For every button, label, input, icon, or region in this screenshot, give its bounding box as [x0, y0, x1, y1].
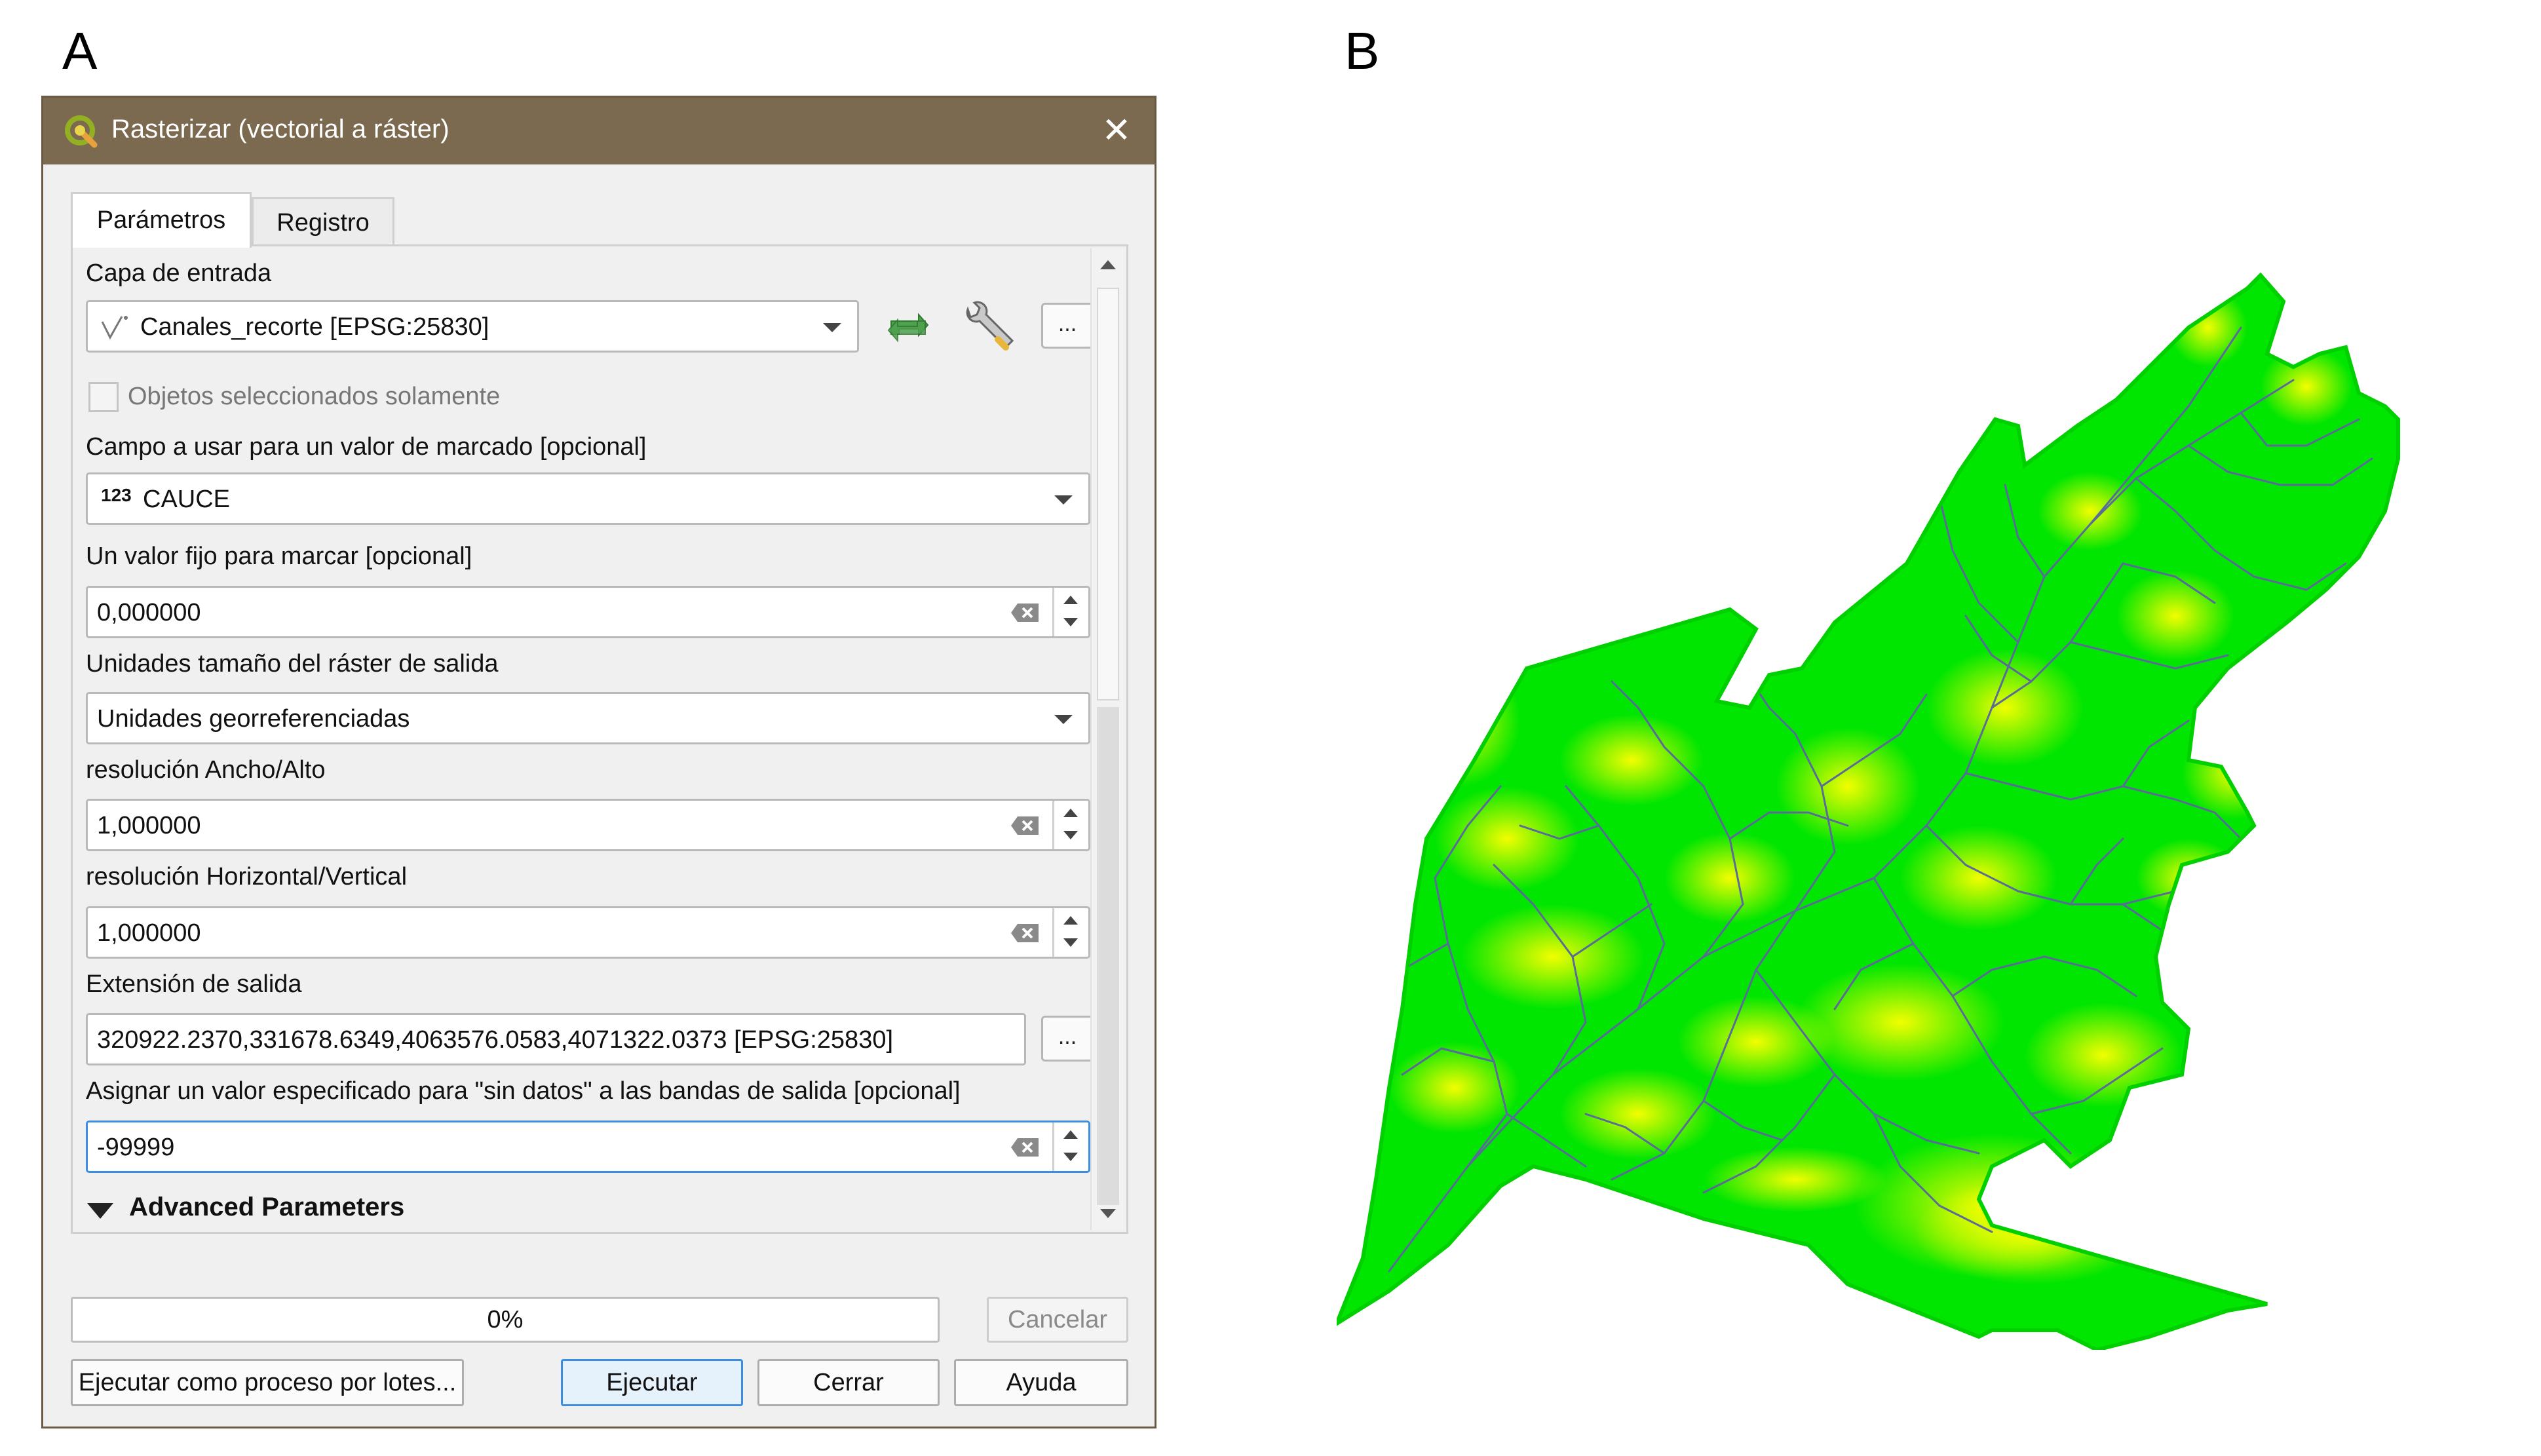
res-hv-stepper[interactable] [1052, 908, 1088, 957]
nodata-label: Asignar un valor especificado para "sin … [86, 1077, 961, 1105]
fixed-value: 0,000000 [97, 599, 201, 626]
res-hv-spinbox[interactable]: 1,000000 [86, 906, 1090, 959]
iterate-icon[interactable] [882, 307, 934, 349]
units-value: Unidades georreferenciadas [97, 705, 410, 733]
rasterize-dialog: Rasterizar (vectorial a ráster) ✕ Paráme… [41, 96, 1156, 1428]
raster-fill [1337, 275, 2398, 1350]
res-wh-spinbox[interactable]: 1,000000 [86, 799, 1090, 851]
input-layer-options-button[interactable]: ... [1041, 303, 1094, 349]
vertical-scrollbar[interactable] [1090, 248, 1124, 1230]
parameters-panel: Capa de entrada Canales_recorte [EPSG:25… [71, 244, 1128, 1234]
scrollbar-track[interactable] [1097, 707, 1119, 1205]
batch-process-button[interactable]: Ejecutar como proceso por lotes... [71, 1359, 464, 1406]
scroll-up-icon[interactable] [1100, 260, 1116, 269]
nodata-stepper[interactable] [1052, 1122, 1088, 1171]
close-button[interactable]: Cerrar [757, 1359, 940, 1406]
distance-raster-map [1337, 249, 2483, 1350]
fixed-value-spinbox[interactable]: 0,000000 [86, 586, 1090, 638]
line-layer-icon [101, 316, 128, 340]
chevron-down-icon [1054, 495, 1073, 505]
res-wh-stepper[interactable] [1052, 801, 1088, 849]
fixed-value-label: Un valor fijo para marcar [opcional] [86, 543, 472, 570]
input-layer-label: Capa de entrada [86, 259, 272, 287]
clear-icon[interactable] [1010, 923, 1041, 944]
input-layer-combo[interactable]: Canales_recorte [EPSG:25830] [86, 300, 859, 353]
field-combo[interactable]: 123 CAUCE [86, 472, 1090, 525]
dialog-titlebar[interactable]: Rasterizar (vectorial a ráster) ✕ [43, 98, 1155, 164]
qgis-icon [65, 115, 98, 148]
res-wh-value: 1,000000 [97, 812, 201, 839]
field-label: Campo a usar para un valor de marcado [o… [86, 433, 647, 461]
clear-icon[interactable] [1010, 1137, 1041, 1158]
extent-input[interactable]: 320922.2370,331678.6349,4063576.0583,407… [86, 1013, 1026, 1065]
panel-label-a: A [62, 22, 98, 80]
selected-only-label: Objetos seleccionados solamente [128, 383, 501, 410]
extent-value: 320922.2370,331678.6349,4063576.0583,407… [97, 1026, 894, 1054]
advanced-parameters-toggle[interactable]: Advanced Parameters [129, 1193, 405, 1221]
tab-registro[interactable]: Registro [252, 197, 394, 246]
res-hv-label: resolución Horizontal/Vertical [86, 863, 408, 891]
fixed-value-stepper[interactable] [1052, 588, 1088, 636]
chevron-down-icon [823, 323, 841, 332]
stream-network [1375, 326, 2373, 1273]
wrench-icon[interactable] [959, 300, 1018, 355]
units-combo[interactable]: Unidades georreferenciadas [86, 692, 1090, 744]
scrollbar-thumb[interactable] [1097, 288, 1119, 700]
panel-label-b: B [1345, 22, 1380, 80]
extent-label: Extensión de salida [86, 970, 302, 998]
tab-parametros[interactable]: Parámetros [71, 192, 252, 248]
units-label: Unidades tamaño del ráster de salida [86, 650, 499, 678]
chevron-down-icon [1054, 715, 1073, 724]
help-button[interactable]: Ayuda [954, 1359, 1128, 1406]
clear-icon[interactable] [1010, 815, 1041, 836]
nodata-value: -99999 [97, 1134, 175, 1161]
extent-options-button[interactable]: ... [1041, 1016, 1094, 1062]
progress-text: 0% [487, 1306, 524, 1333]
dialog-title: Rasterizar (vectorial a ráster) [111, 115, 449, 144]
selected-only-checkbox[interactable] [88, 382, 119, 412]
field-value: CAUCE [143, 486, 231, 513]
numeric-field-icon: 123 [101, 485, 132, 505]
res-wh-label: resolución Ancho/Alto [86, 756, 326, 784]
input-layer-value: Canales_recorte [EPSG:25830] [140, 313, 489, 341]
triangle-down-icon[interactable] [87, 1203, 113, 1219]
res-hv-value: 1,000000 [97, 919, 201, 947]
run-button[interactable]: Ejecutar [561, 1359, 743, 1406]
scroll-down-icon[interactable] [1100, 1209, 1116, 1218]
close-icon[interactable]: ✕ [1101, 111, 1132, 150]
nodata-spinbox[interactable]: -99999 [86, 1121, 1090, 1173]
progress-bar: 0% [71, 1297, 940, 1343]
cancel-button[interactable]: Cancelar [987, 1297, 1128, 1343]
clear-icon[interactable] [1010, 602, 1041, 623]
